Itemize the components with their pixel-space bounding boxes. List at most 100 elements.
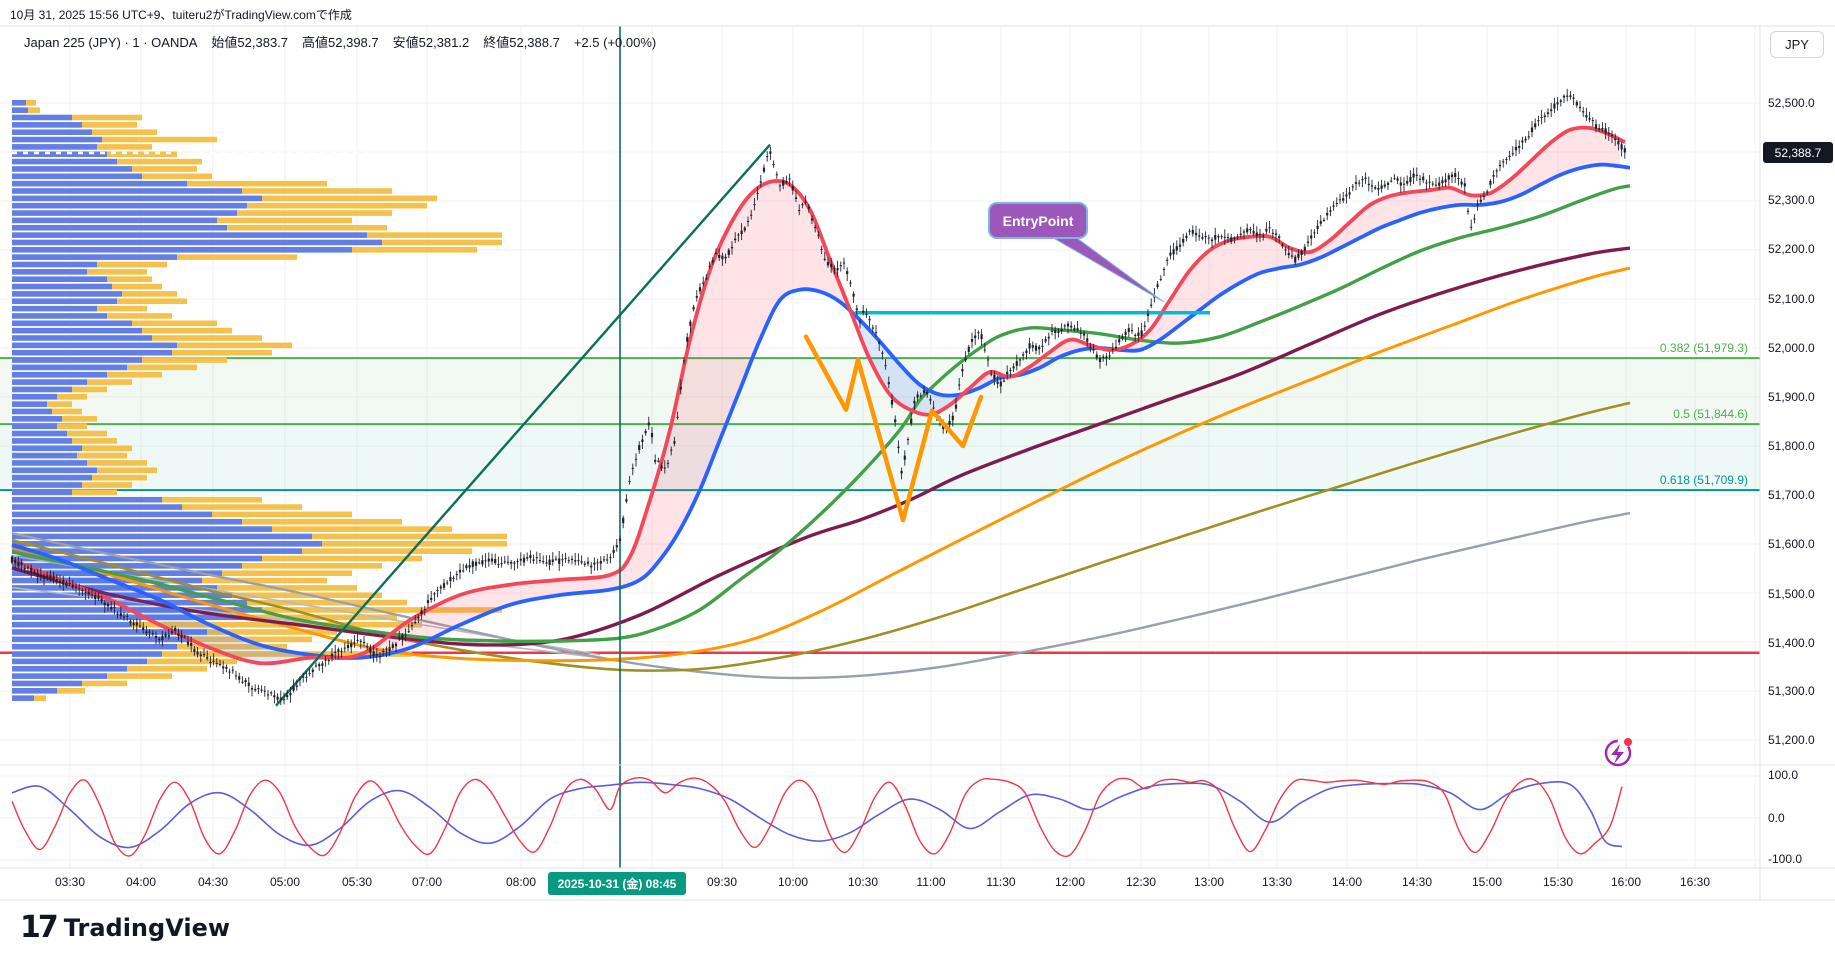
candle-body bbox=[250, 688, 254, 690]
candle-body bbox=[385, 648, 388, 650]
entry-point-callout[interactable]: EntryPoint bbox=[988, 202, 1088, 239]
time-axis-label[interactable]: 10:00 bbox=[777, 875, 809, 889]
volume-profile-buy-bar bbox=[12, 592, 232, 599]
price-axis-label[interactable]: 51,600.0 bbox=[1768, 537, 1815, 551]
candle-body bbox=[394, 643, 398, 647]
zigzag-drawing[interactable] bbox=[803, 334, 984, 523]
price-axis-label[interactable]: 51,300.0 bbox=[1768, 684, 1815, 698]
candle-body bbox=[154, 635, 158, 638]
time-axis-label[interactable]: 15:00 bbox=[1471, 875, 1503, 889]
candle-body bbox=[1175, 246, 1178, 251]
time-axis-label[interactable]: 12:30 bbox=[1125, 875, 1157, 889]
candle-body bbox=[1044, 339, 1047, 342]
candle-body bbox=[209, 661, 212, 663]
price-axis-label[interactable]: 52,300.0 bbox=[1768, 193, 1815, 207]
volume-profile-buy-bar bbox=[12, 408, 52, 415]
symbol-header[interactable]: Japan 225 (JPY) · 1 · OANDA 始値52,383.7 高値5… bbox=[24, 32, 670, 51]
candle-body bbox=[1380, 185, 1383, 189]
time-axis-label[interactable]: 03:30 bbox=[54, 875, 86, 889]
lightning-bolt-icon[interactable] bbox=[1611, 744, 1624, 764]
candle-body bbox=[276, 696, 279, 700]
price-axis-label[interactable]: 51,700.0 bbox=[1768, 488, 1815, 502]
candle-body bbox=[602, 559, 606, 561]
volume-profile-sell-bar bbox=[87, 269, 147, 275]
candle-body bbox=[894, 419, 897, 423]
candle-body bbox=[1287, 253, 1290, 256]
symbol-title[interactable]: Japan 225 (JPY) · 1 · OANDA bbox=[24, 35, 198, 50]
time-axis-label[interactable]: 07:00 bbox=[411, 875, 443, 889]
oscillator-axis-label[interactable]: -100.0 bbox=[1768, 852, 1803, 866]
volume-profile-buy-bar bbox=[12, 320, 132, 327]
boost-flash-icon[interactable] bbox=[1604, 739, 1632, 767]
time-axis-label[interactable]: 04:00 bbox=[125, 875, 157, 889]
price-axis-label[interactable]: 52,000.0 bbox=[1768, 341, 1815, 355]
candle-body bbox=[1594, 124, 1598, 129]
candle-body bbox=[590, 565, 593, 568]
candle-body bbox=[1508, 155, 1511, 158]
time-axis-label[interactable]: 15:30 bbox=[1542, 875, 1574, 889]
candle-body bbox=[542, 561, 545, 563]
volume-profile-buy-bar bbox=[12, 504, 182, 510]
candle-body bbox=[305, 676, 308, 678]
time-axis-label[interactable]: 08:00 bbox=[505, 875, 537, 889]
oscillator-axis-label[interactable]: 0.0 bbox=[1768, 811, 1785, 825]
candle-body bbox=[670, 449, 673, 451]
price-axis-label[interactable]: 52,500.0 bbox=[1768, 96, 1815, 110]
time-axis-label[interactable]: 14:30 bbox=[1401, 875, 1433, 889]
candle-body bbox=[516, 561, 519, 563]
candle-body bbox=[574, 560, 577, 562]
candle-body bbox=[1002, 380, 1006, 382]
ma-orange-line bbox=[11, 266, 1631, 663]
price-axis-label[interactable]: 51,400.0 bbox=[1768, 636, 1815, 650]
candle-body bbox=[1585, 115, 1588, 118]
time-axis-label[interactable]: 11:30 bbox=[986, 875, 1016, 889]
volume-profile-sell-bar bbox=[152, 335, 262, 341]
candle-body bbox=[164, 634, 167, 637]
price-axis-label[interactable]: 51,900.0 bbox=[1768, 390, 1815, 404]
time-axis-label[interactable]: 13:00 bbox=[1193, 875, 1225, 889]
candle-body bbox=[1338, 199, 1342, 201]
price-axis-label[interactable]: 51,200.0 bbox=[1768, 733, 1815, 747]
candle-body bbox=[225, 666, 228, 669]
oscillator-axis-label[interactable]: 100.0 bbox=[1768, 768, 1799, 782]
candle-body bbox=[1060, 329, 1063, 332]
fib-level-label: 0.618 (51,709.9) bbox=[1660, 473, 1748, 487]
price-axis-label[interactable]: 51,800.0 bbox=[1768, 439, 1815, 453]
time-axis-label[interactable]: 13:30 bbox=[1261, 875, 1293, 889]
candle-body bbox=[1393, 178, 1396, 180]
candle-body bbox=[369, 647, 372, 653]
price-axis-label[interactable]: 52,200.0 bbox=[1768, 242, 1815, 256]
volume-profile-sell-bar bbox=[177, 254, 297, 260]
time-axis-label[interactable]: 12:00 bbox=[1054, 875, 1086, 889]
candle-body bbox=[1537, 120, 1540, 122]
candle-body bbox=[1566, 95, 1569, 97]
volume-profile-buy-bar bbox=[12, 364, 127, 371]
tradingview-logo[interactable]: 17 TradingView bbox=[20, 910, 230, 945]
candle-body bbox=[1102, 356, 1105, 358]
time-axis-label[interactable]: 16:00 bbox=[1610, 875, 1642, 889]
candle-body bbox=[1050, 330, 1054, 332]
time-axis-label[interactable]: 05:30 bbox=[341, 875, 373, 889]
time-axis-label[interactable]: 14:00 bbox=[1331, 875, 1363, 889]
candle-body bbox=[500, 563, 503, 565]
time-axis-label[interactable]: 11:00 bbox=[916, 875, 946, 889]
price-axis-label[interactable]: 52,100.0 bbox=[1768, 292, 1815, 306]
candle-body bbox=[913, 400, 916, 404]
time-axis-label[interactable]: 09:30 bbox=[706, 875, 738, 889]
trend-line[interactable] bbox=[275, 143, 771, 707]
time-axis-label[interactable]: 16:30 bbox=[1679, 875, 1711, 889]
candle-body bbox=[1210, 239, 1214, 242]
candle-body bbox=[1191, 229, 1194, 234]
volume-profile-sell-bar bbox=[97, 305, 147, 312]
currency-toggle-button[interactable]: JPY bbox=[1770, 31, 1824, 58]
candle-body bbox=[1066, 323, 1070, 327]
time-axis-label[interactable]: 04:30 bbox=[197, 875, 229, 889]
candle-body bbox=[1489, 180, 1492, 185]
time-axis-label[interactable]: 05:00 bbox=[269, 875, 301, 889]
price-axis-label[interactable]: 51,500.0 bbox=[1768, 587, 1815, 601]
time-axis-label[interactable]: 10:30 bbox=[847, 875, 879, 889]
candle-body bbox=[826, 262, 830, 266]
candle-body bbox=[52, 576, 55, 581]
candle-body bbox=[551, 559, 554, 563]
